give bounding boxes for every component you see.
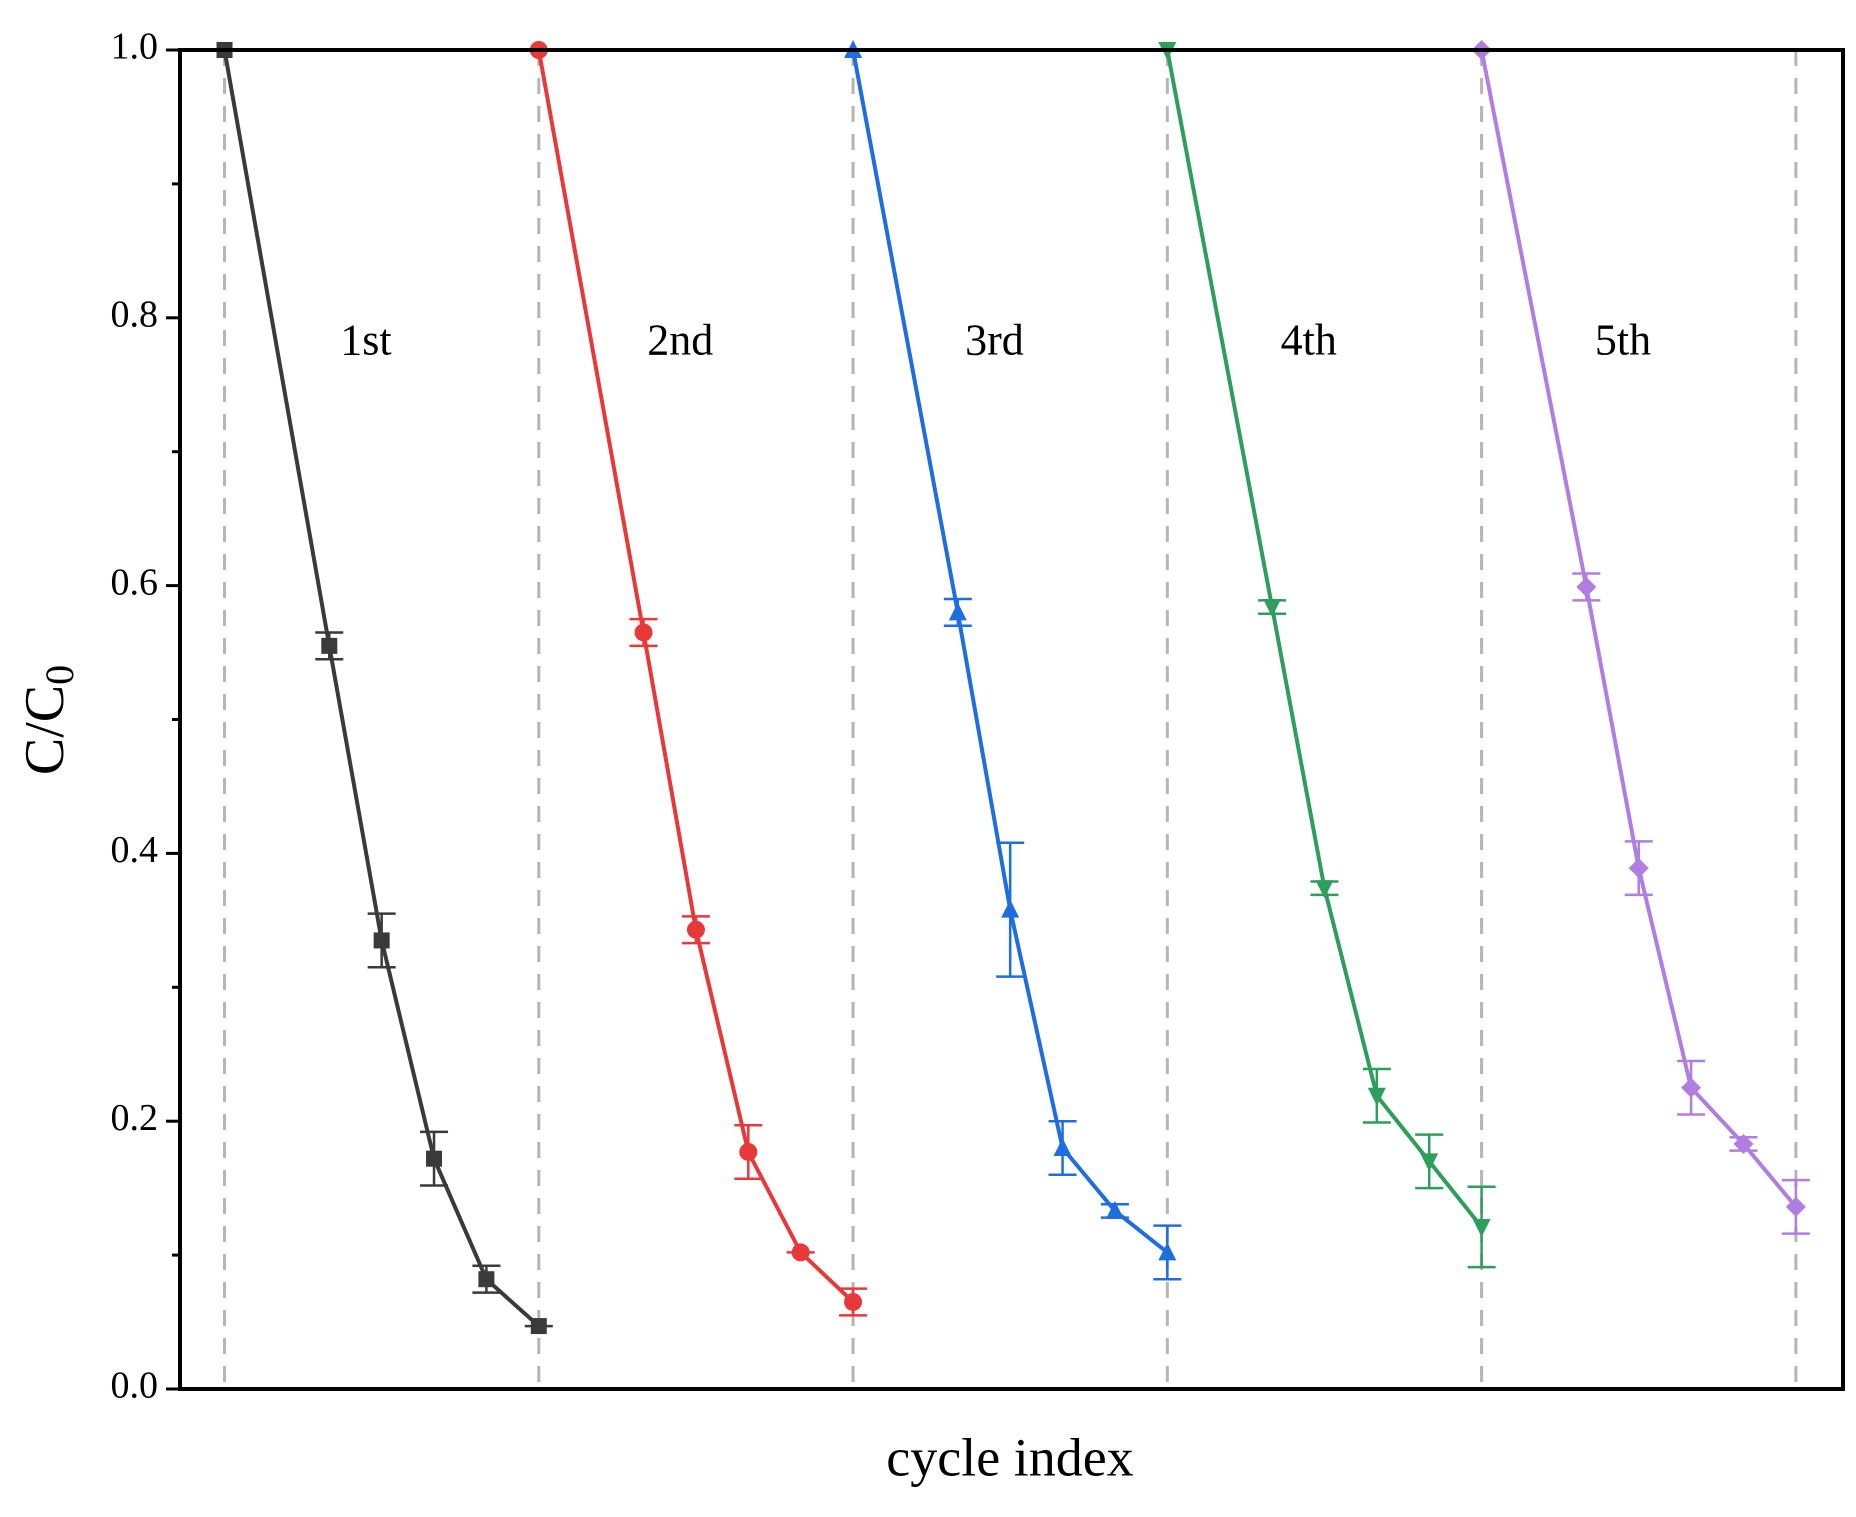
y-tick-label: 0.0	[111, 1365, 159, 1407]
marker	[321, 637, 338, 654]
y-tick-label: 0.6	[111, 561, 159, 603]
marker	[1263, 599, 1282, 618]
marker	[1158, 1242, 1177, 1261]
marker	[530, 1318, 547, 1335]
marker	[844, 1292, 863, 1311]
marker	[1733, 1133, 1754, 1154]
marker	[1681, 1077, 1702, 1098]
x-axis-label: cycle index	[886, 1427, 1133, 1487]
series-line	[536, 49, 855, 1304]
series-line	[1165, 49, 1484, 1229]
series-label: 1st	[340, 316, 391, 365]
marker	[1053, 1137, 1072, 1156]
series-line	[851, 49, 1169, 1254]
plot-frame	[178, 48, 1845, 1391]
y-tick-label: 1.0	[111, 26, 159, 68]
marker	[478, 1271, 495, 1288]
marker	[1472, 1218, 1491, 1237]
marker	[1785, 1196, 1806, 1217]
y-tick-label: 0.2	[111, 1097, 159, 1139]
marker	[1001, 899, 1020, 918]
marker	[1367, 1087, 1386, 1106]
marker	[1628, 858, 1649, 879]
series-line	[222, 49, 541, 1328]
y-tick-label: 0.8	[111, 294, 159, 336]
series-label: 2nd	[647, 316, 713, 365]
marker	[426, 1150, 443, 1167]
series-label: 3rd	[965, 316, 1024, 365]
marker	[948, 602, 967, 621]
marker	[1105, 1200, 1124, 1219]
marker	[1420, 1153, 1439, 1172]
marker	[791, 1243, 810, 1262]
marker	[634, 623, 653, 642]
series-label: 4th	[1281, 316, 1337, 365]
marker	[1576, 576, 1597, 597]
marker	[373, 932, 390, 949]
y-axis-label: C/C0	[14, 665, 82, 775]
y-tick-label: 0.4	[111, 829, 159, 871]
marker	[1315, 880, 1334, 899]
series-label: 5th	[1595, 316, 1651, 365]
series-line	[1479, 49, 1798, 1209]
marker	[686, 920, 705, 939]
marker	[739, 1142, 758, 1161]
